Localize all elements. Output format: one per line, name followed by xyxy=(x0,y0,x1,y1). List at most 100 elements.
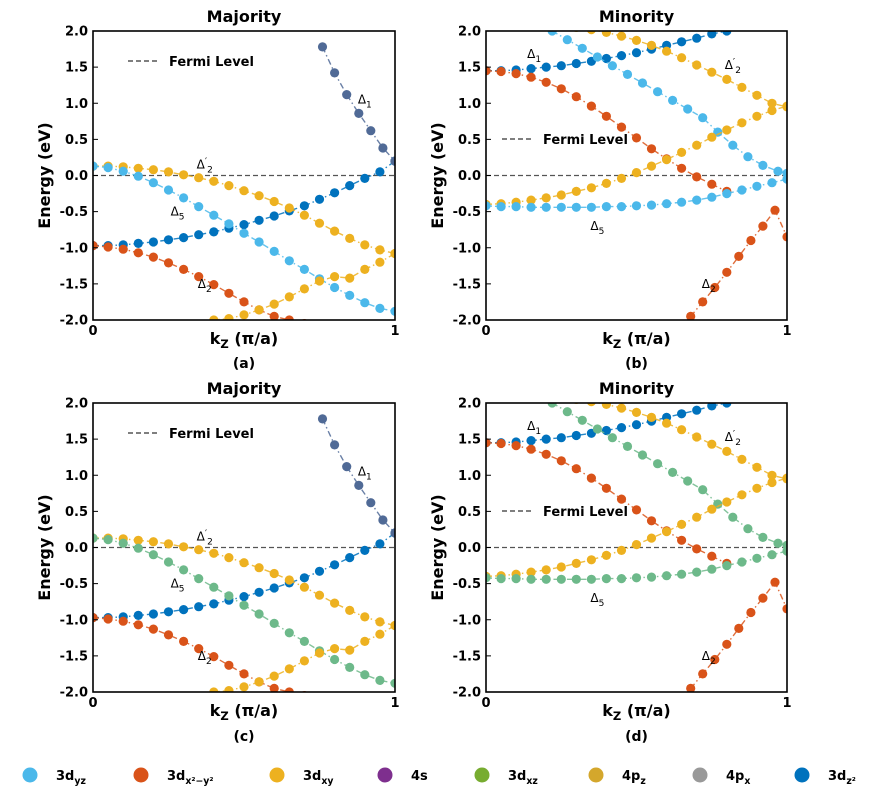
band-point xyxy=(299,210,309,220)
y-tick-label: 1.5 xyxy=(458,61,481,76)
y-tick-label: -2.0 xyxy=(60,314,88,329)
band-point xyxy=(239,310,249,320)
y-axis-label: Energy (eV) xyxy=(35,494,54,600)
band-point xyxy=(148,237,158,247)
bands xyxy=(486,31,787,320)
band-annotation: Δ′2 xyxy=(197,529,213,548)
band-point xyxy=(163,630,174,640)
band-point xyxy=(541,62,551,72)
band-point xyxy=(728,140,738,150)
y-tick-label: -1.0 xyxy=(453,241,481,256)
band-point xyxy=(556,456,566,466)
band-point xyxy=(601,483,612,493)
band-point xyxy=(692,432,702,442)
band-point xyxy=(224,553,234,563)
band-point xyxy=(314,590,325,600)
band-annotation: Δ1 xyxy=(527,47,541,65)
band-point xyxy=(743,152,753,162)
band-line xyxy=(486,70,728,193)
band-point xyxy=(239,682,249,692)
band-point xyxy=(93,533,98,543)
band-point xyxy=(133,238,143,248)
band-point xyxy=(103,614,113,624)
band-point xyxy=(375,675,385,686)
y-tick-label: 1.0 xyxy=(65,469,88,484)
band-point xyxy=(767,98,777,108)
band-point xyxy=(668,467,678,477)
band-point xyxy=(707,31,717,39)
band-point xyxy=(770,205,780,215)
band-point xyxy=(269,683,279,692)
band-point xyxy=(773,166,783,176)
band-point xyxy=(269,246,279,256)
band-point xyxy=(103,242,113,252)
band-line xyxy=(486,31,727,72)
band-point xyxy=(314,276,325,286)
band-point xyxy=(194,644,204,654)
band-point xyxy=(375,257,385,267)
band-point xyxy=(592,424,603,434)
band-point xyxy=(571,92,581,102)
band-point xyxy=(631,201,642,211)
band-point xyxy=(486,66,491,76)
band-point xyxy=(345,273,355,283)
band-point xyxy=(330,272,340,282)
band-point xyxy=(677,535,687,545)
fermi-legend-label: Fermi Level xyxy=(543,133,628,148)
band-annotation: Δ2 xyxy=(702,649,716,667)
band-point xyxy=(360,240,370,250)
fermi-legend-label: Fermi Level xyxy=(169,55,254,70)
band-point xyxy=(269,311,279,320)
band-point xyxy=(269,568,279,579)
band-point xyxy=(163,185,174,195)
y-tick-label: 0.5 xyxy=(65,133,88,148)
band-point xyxy=(707,192,717,202)
band-point xyxy=(390,156,395,166)
band-point xyxy=(547,31,557,36)
band-point xyxy=(330,282,340,293)
band-point xyxy=(179,170,189,180)
band-point xyxy=(677,409,687,419)
y-tick-label: 0.5 xyxy=(65,505,88,520)
panel-label: (b) xyxy=(625,356,648,372)
band-point xyxy=(224,314,234,320)
band-point xyxy=(698,297,708,307)
band-point xyxy=(317,42,328,52)
band-point xyxy=(601,53,612,64)
band-point xyxy=(179,193,189,203)
y-tick-label: 0.5 xyxy=(458,505,481,520)
band-point xyxy=(511,441,521,451)
band-point xyxy=(354,108,364,118)
band-point xyxy=(511,69,521,79)
panel-title: Minority xyxy=(599,7,675,26)
band-point xyxy=(616,31,627,41)
band-point xyxy=(314,218,325,228)
band-point xyxy=(103,163,113,173)
x-axis-label: kZ (π/a) xyxy=(602,329,671,351)
legend-label: 3dyz xyxy=(56,769,86,787)
band-point xyxy=(133,543,143,553)
band-point xyxy=(314,194,325,204)
band-point xyxy=(103,535,113,545)
band-point xyxy=(556,61,566,71)
x-axis-label: kZ (π/a) xyxy=(210,701,279,723)
band-point xyxy=(360,545,370,556)
band-point xyxy=(541,77,551,87)
band-point xyxy=(686,311,696,320)
band-point xyxy=(710,654,720,665)
band-point xyxy=(683,476,693,486)
band-point xyxy=(722,497,732,507)
band-point xyxy=(194,230,204,240)
band-point xyxy=(707,179,717,189)
band-point xyxy=(345,290,355,300)
band-point xyxy=(163,235,174,245)
band-point xyxy=(354,480,364,490)
band-point xyxy=(562,407,572,417)
band-point xyxy=(179,542,189,552)
band-point xyxy=(616,202,627,212)
band-point xyxy=(284,256,294,266)
band-point xyxy=(118,244,128,254)
band-point xyxy=(752,483,762,493)
band-point xyxy=(677,519,687,530)
